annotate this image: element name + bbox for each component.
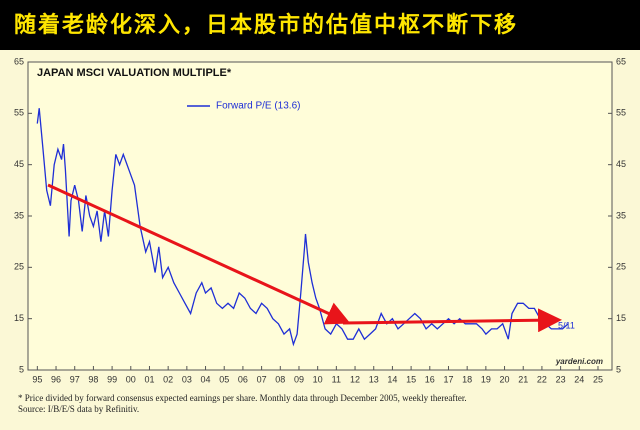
y-tick-label: 55 [616, 108, 626, 118]
y-tick-label: 55 [14, 108, 24, 118]
y-tick-label: 15 [616, 313, 626, 323]
plot-area [27, 61, 613, 371]
x-tick-label: 22 [537, 374, 547, 384]
source-mark: yardeni.com [555, 357, 603, 366]
headline: 随着老龄化深入，日本股市的估值中枢不断下移 [14, 12, 518, 38]
x-tick-label: 17 [443, 374, 453, 384]
y-tick-label: 45 [616, 159, 626, 169]
x-tick-label: 08 [275, 374, 285, 384]
y-tick-label: 65 [14, 56, 24, 66]
y-tick-label: 25 [616, 262, 626, 272]
legend-label: Forward P/E (13.6) [216, 101, 300, 112]
x-tick-label: 10 [313, 374, 323, 384]
y-tick-label: 35 [14, 210, 24, 220]
x-tick-label: 23 [556, 374, 566, 384]
x-tick-label: 97 [70, 374, 80, 384]
y-tick-label: 5 [616, 364, 621, 374]
footnote: * Price divided by forward consensus exp… [18, 393, 467, 403]
x-tick-label: 02 [163, 374, 173, 384]
x-tick-label: 09 [294, 374, 304, 384]
x-tick-label: 24 [574, 374, 584, 384]
x-tick-label: 01 [144, 374, 154, 384]
banner [0, 0, 640, 50]
x-tick-label: 13 [369, 374, 379, 384]
x-tick-label: 25 [593, 374, 603, 384]
x-tick-label: 19 [481, 374, 491, 384]
x-tick-label: 12 [350, 374, 360, 384]
x-tick-label: 14 [387, 374, 397, 384]
x-tick-label: 96 [51, 374, 61, 384]
date-annotation: 5/11 [558, 320, 575, 330]
x-tick-label: 04 [201, 374, 211, 384]
x-tick-label: 16 [425, 374, 435, 384]
x-tick-label: 99 [107, 374, 117, 384]
x-tick-label: 98 [88, 374, 98, 384]
x-tick-label: 21 [518, 374, 528, 384]
y-tick-label: 65 [616, 56, 626, 66]
x-tick-label: 05 [219, 374, 229, 384]
y-tick-label: 35 [616, 210, 626, 220]
y-tick-label: 15 [14, 313, 24, 323]
footnote: Source: I/B/E/S data by Refinitiv. [18, 404, 139, 414]
y-tick-label: 45 [14, 159, 24, 169]
x-tick-label: 00 [126, 374, 136, 384]
x-tick-label: 18 [462, 374, 472, 384]
x-tick-label: 95 [32, 374, 42, 384]
chart-title: JAPAN MSCI VALUATION MULTIPLE* [37, 67, 232, 79]
trend-arrow [47, 183, 351, 325]
x-tick-label: 06 [238, 374, 248, 384]
trend-arrow [342, 308, 562, 333]
x-tick-label: 15 [406, 374, 416, 384]
x-tick-label: 20 [500, 374, 510, 384]
y-tick-label: 5 [19, 364, 24, 374]
pe-line [36, 108, 569, 347]
x-tick-label: 11 [332, 374, 341, 384]
y-tick-label: 25 [14, 262, 24, 272]
x-tick-label: 03 [182, 374, 192, 384]
x-tick-label: 07 [257, 374, 267, 384]
